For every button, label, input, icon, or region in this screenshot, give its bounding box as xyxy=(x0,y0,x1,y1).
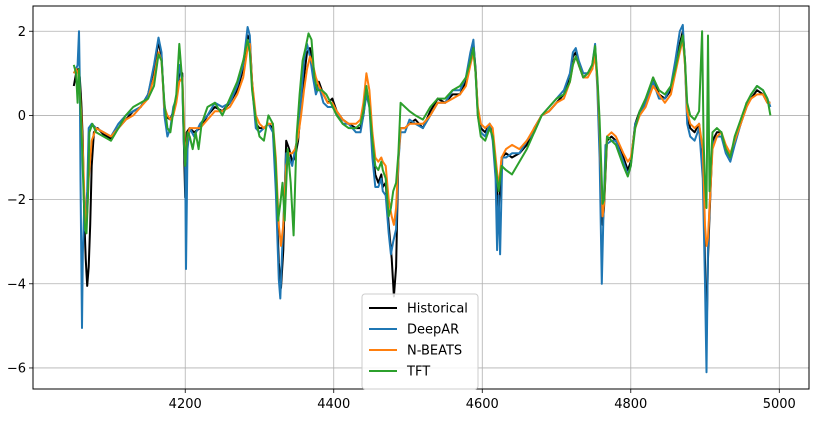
legend: Historical DeepAR N-BEATS TFT xyxy=(361,293,479,390)
y-axis: 2 0 −2 −4 −6 xyxy=(7,25,33,376)
x-tick-label: 4800 xyxy=(614,397,647,412)
y-tick-label: −2 xyxy=(7,193,26,208)
legend-label: Historical xyxy=(407,302,468,317)
legend-label: DeepAR xyxy=(407,323,459,338)
y-tick-label: −6 xyxy=(7,361,26,376)
legend-label: TFT xyxy=(406,365,430,380)
legend-label: N-BEATS xyxy=(407,344,462,359)
series-layer xyxy=(72,23,772,374)
y-tick-label: −4 xyxy=(7,277,26,292)
y-tick-label: 2 xyxy=(18,25,26,40)
y-tick-label: 0 xyxy=(18,109,26,124)
x-tick-label: 4600 xyxy=(466,397,499,412)
x-tick-label: 5000 xyxy=(763,397,796,412)
x-axis: 4200 4400 4600 4800 5000 xyxy=(169,389,796,412)
legend-box xyxy=(361,293,479,390)
x-tick-label: 4400 xyxy=(317,397,350,412)
series-line-tft xyxy=(72,30,772,237)
x-tick-label: 4200 xyxy=(169,397,202,412)
